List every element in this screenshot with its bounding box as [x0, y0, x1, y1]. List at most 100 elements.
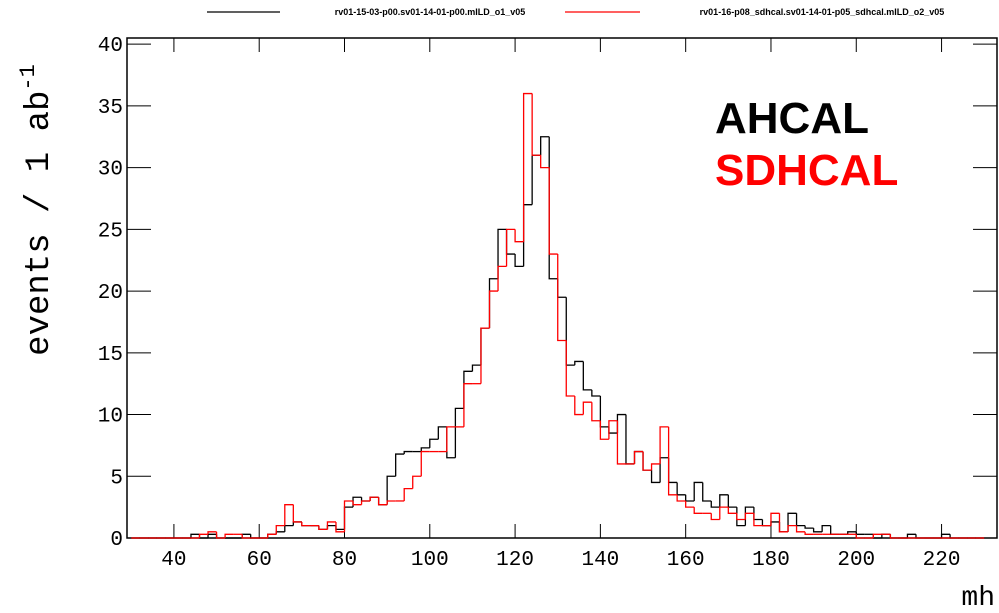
- histogram-step: [284, 525, 294, 532]
- histogram-step: [215, 531, 226, 539]
- histogram-step: [335, 525, 345, 531]
- histogram-step: [377, 497, 388, 506]
- x-tick-label: 140: [581, 549, 619, 572]
- histogram-step: [667, 457, 678, 484]
- histogram-step: [702, 482, 712, 502]
- histogram-step: [736, 513, 746, 521]
- histogram-step: [795, 525, 806, 533]
- histogram-step: [522, 92, 533, 242]
- legend-label: rv01-15-03-p00.sv01-14-01-p00.mILD_o1_v0…: [335, 7, 526, 17]
- histogram-step: [403, 450, 413, 455]
- histogram-step: [744, 506, 754, 526]
- histogram-step: [463, 383, 473, 427]
- x-tick-label: 160: [667, 549, 705, 572]
- histogram-step: [812, 528, 823, 533]
- histogram-step: [795, 513, 806, 527]
- histogram-step: [514, 229, 524, 243]
- histogram-step: [582, 361, 592, 391]
- x-tick-label: 60: [247, 549, 272, 572]
- histogram-step: [599, 396, 609, 428]
- histogram-step: [582, 401, 592, 415]
- histogram-step: [275, 531, 285, 535]
- histogram-step: [693, 481, 703, 501]
- y-tick-label: 25: [98, 220, 123, 243]
- histogram-step: [693, 507, 703, 514]
- y-label-text: events / 1 ab: [21, 91, 59, 356]
- x-tick-label: 200: [837, 549, 875, 572]
- histogram-step: [540, 155, 550, 169]
- histogram-step: [889, 534, 899, 539]
- histogram-step: [761, 519, 771, 527]
- histogram-step: [343, 500, 354, 532]
- histogram-step: [727, 507, 737, 514]
- histogram-step: [906, 533, 916, 538]
- histogram-step: [540, 136, 550, 156]
- histogram-step: [284, 504, 294, 526]
- histogram-step: [685, 500, 695, 508]
- histogram-step: [335, 521, 345, 533]
- histogram-step: [522, 204, 533, 267]
- histogram-step: [574, 360, 584, 366]
- histogram-step: [719, 506, 729, 520]
- y-axis-label: events / 1 ab-1: [16, 64, 59, 356]
- histogram-step: [292, 504, 302, 523]
- y-label-superscript: -1: [16, 64, 41, 90]
- histogram-step: [548, 167, 558, 255]
- histogram-step: [446, 426, 456, 452]
- histogram-step: [599, 420, 609, 440]
- histogram-step: [420, 447, 430, 452]
- histogram-step: [531, 154, 541, 205]
- histogram-step: [198, 533, 209, 538]
- histogram-step: [685, 494, 695, 502]
- histogram-step: [377, 497, 388, 506]
- histogram-step: [505, 228, 516, 267]
- histogram-step: [565, 340, 575, 397]
- histogram-step: [676, 482, 686, 496]
- histogram-step: [326, 521, 336, 530]
- histogram-step: [804, 531, 814, 535]
- histogram-step: [778, 513, 789, 533]
- histogram-step: [787, 525, 797, 532]
- x-axis-label: mh: [961, 583, 995, 613]
- histogram-step: [352, 500, 362, 506]
- histogram-step: [625, 414, 635, 465]
- legend-label: rv01-16-p08_sdhcal.sv01-14-01-p05_sdhcal…: [700, 7, 945, 17]
- histogram-step: [753, 513, 763, 527]
- histogram-step: [497, 228, 507, 279]
- histogram-step: [855, 531, 865, 535]
- x-tick-label: 80: [332, 549, 357, 572]
- histogram-step: [318, 525, 328, 531]
- histogram-step: [710, 513, 720, 521]
- histogram-step: [616, 420, 626, 465]
- histogram-step: [872, 533, 882, 538]
- histogram-step: [480, 327, 490, 366]
- histogram-step: [821, 525, 831, 532]
- histogram-step: [369, 496, 379, 501]
- y-tick-label: 15: [98, 344, 123, 367]
- histogram-step: [855, 534, 865, 539]
- histogram-step: [207, 531, 217, 535]
- y-tick-label: 5: [110, 467, 123, 490]
- histogram-step: [437, 426, 447, 440]
- histogram-step: [403, 487, 413, 501]
- histogram-step: [326, 525, 336, 530]
- histogram-step: [301, 521, 311, 527]
- x-tick-label: 220: [923, 549, 961, 572]
- histogram-step: [488, 278, 499, 329]
- histogram-step: [241, 534, 251, 539]
- histogram-step: [429, 438, 439, 448]
- histogram-step: [650, 470, 661, 484]
- histogram-step: [744, 512, 754, 520]
- histogram-step: [770, 512, 780, 526]
- histogram-step: [548, 136, 558, 280]
- histogram-step: [420, 450, 430, 477]
- y-tick-label: 0: [110, 529, 123, 552]
- histogram-step: [642, 451, 652, 471]
- histogram-step: [847, 531, 857, 535]
- histogram-step: [224, 533, 234, 538]
- histogram-step: [360, 500, 371, 505]
- histogram-step: [471, 364, 481, 372]
- histogram-step: [505, 229, 516, 255]
- histogram-step: [778, 521, 789, 533]
